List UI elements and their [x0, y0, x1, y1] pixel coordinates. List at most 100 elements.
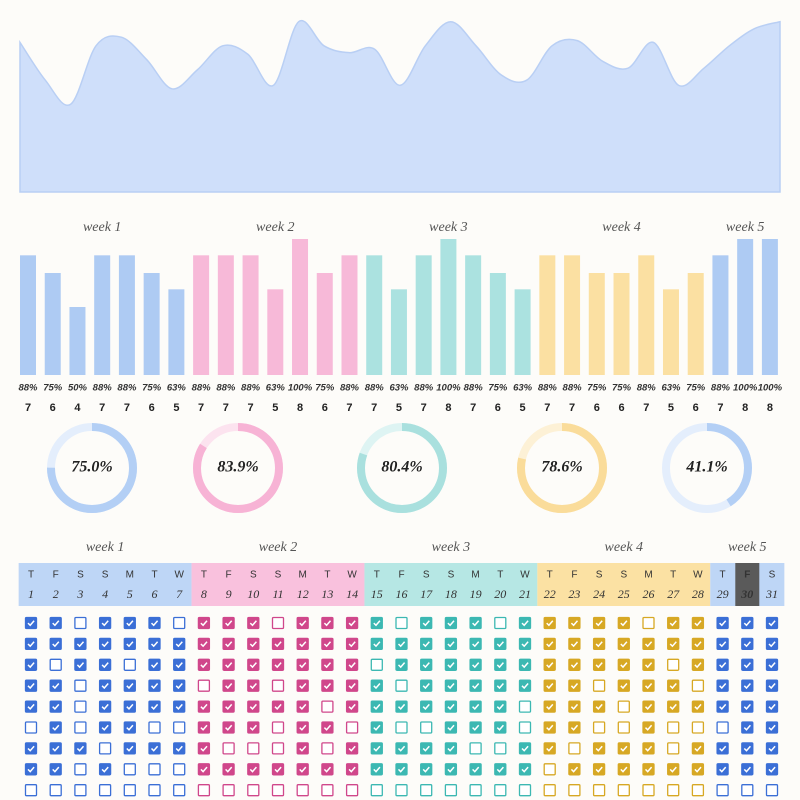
checkbox[interactable] — [518, 658, 532, 671]
checkbox[interactable] — [469, 700, 482, 713]
checkbox[interactable] — [592, 658, 606, 671]
checkbox[interactable] — [173, 784, 186, 797]
checkbox[interactable] — [247, 637, 260, 651]
checkbox[interactable] — [74, 658, 87, 671]
checkbox[interactable] — [271, 637, 285, 651]
checkbox[interactable] — [617, 700, 630, 713]
checkbox[interactable] — [370, 742, 383, 755]
checkbox[interactable] — [197, 637, 211, 651]
checkbox[interactable] — [173, 742, 186, 755]
checkbox[interactable] — [543, 742, 556, 755]
checkbox[interactable] — [642, 637, 655, 651]
checkbox[interactable] — [765, 763, 779, 776]
checkbox[interactable] — [271, 658, 285, 671]
checkbox[interactable] — [543, 616, 556, 630]
checkbox[interactable] — [123, 637, 136, 651]
checkbox[interactable] — [543, 700, 556, 713]
checkbox[interactable] — [444, 616, 458, 630]
checkbox[interactable] — [642, 721, 655, 734]
checkbox[interactable] — [667, 700, 680, 713]
checkbox[interactable] — [49, 784, 62, 797]
checkbox[interactable] — [148, 658, 161, 671]
checkbox[interactable] — [247, 616, 260, 630]
checkbox[interactable] — [617, 763, 630, 776]
checkbox[interactable] — [543, 679, 556, 692]
checkbox[interactable] — [469, 658, 482, 671]
checkbox[interactable] — [74, 784, 87, 797]
checkbox[interactable] — [123, 721, 136, 734]
checkbox[interactable] — [420, 658, 433, 671]
checkbox[interactable] — [197, 658, 211, 671]
checkbox[interactable] — [24, 616, 38, 630]
checkbox[interactable] — [518, 637, 532, 651]
checkbox[interactable] — [444, 637, 458, 651]
checkbox[interactable] — [642, 616, 655, 630]
checkbox[interactable] — [568, 742, 581, 755]
checkbox[interactable] — [24, 763, 38, 776]
checkbox[interactable] — [469, 616, 482, 630]
checkbox[interactable] — [321, 700, 334, 713]
checkbox[interactable] — [370, 721, 383, 734]
checkbox[interactable] — [469, 721, 482, 734]
checkbox[interactable] — [716, 721, 729, 734]
checkbox[interactable] — [173, 637, 186, 651]
checkbox[interactable] — [74, 763, 87, 776]
checkbox[interactable] — [420, 637, 433, 651]
checkbox[interactable] — [247, 763, 260, 776]
checkbox[interactable] — [667, 637, 680, 651]
checkbox[interactable] — [24, 742, 38, 755]
checkbox[interactable] — [592, 637, 606, 651]
checkbox[interactable] — [667, 616, 680, 630]
checkbox[interactable] — [345, 763, 359, 776]
checkbox[interactable] — [568, 637, 581, 651]
checkbox[interactable] — [271, 700, 285, 713]
checkbox[interactable] — [667, 742, 680, 755]
checkbox[interactable] — [345, 679, 359, 692]
checkbox[interactable] — [98, 658, 112, 671]
checkbox[interactable] — [765, 700, 779, 713]
checkbox[interactable] — [74, 721, 87, 734]
checkbox[interactable] — [74, 742, 87, 755]
checkbox[interactable] — [469, 763, 482, 776]
checkbox[interactable] — [222, 700, 235, 713]
checkbox[interactable] — [568, 784, 581, 797]
checkbox[interactable] — [370, 679, 383, 692]
checkbox[interactable] — [222, 784, 235, 797]
checkbox[interactable] — [49, 763, 62, 776]
checkbox[interactable] — [345, 784, 359, 797]
checkbox[interactable] — [24, 637, 38, 651]
checkbox[interactable] — [716, 742, 729, 755]
checkbox[interactable] — [592, 742, 606, 755]
checkbox[interactable] — [222, 763, 235, 776]
checkbox[interactable] — [247, 721, 260, 734]
checkbox[interactable] — [296, 721, 309, 734]
checkbox[interactable] — [148, 721, 161, 734]
checkbox[interactable] — [296, 637, 309, 651]
checkbox[interactable] — [222, 742, 235, 755]
checkbox[interactable] — [370, 616, 383, 630]
checkbox[interactable] — [24, 679, 38, 692]
checkbox[interactable] — [667, 721, 680, 734]
checkbox[interactable] — [420, 763, 433, 776]
checkbox[interactable] — [98, 637, 112, 651]
checkbox[interactable] — [49, 637, 62, 651]
checkbox[interactable] — [568, 700, 581, 713]
checkbox[interactable] — [123, 700, 136, 713]
checkbox[interactable] — [518, 784, 532, 797]
checkbox[interactable] — [444, 700, 458, 713]
checkbox[interactable] — [518, 679, 532, 692]
checkbox[interactable] — [568, 679, 581, 692]
checkbox[interactable] — [592, 700, 606, 713]
checkbox[interactable] — [617, 637, 630, 651]
checkbox[interactable] — [197, 763, 211, 776]
checkbox[interactable] — [716, 658, 729, 671]
checkbox[interactable] — [247, 742, 260, 755]
checkbox[interactable] — [716, 700, 729, 713]
checkbox[interactable] — [494, 763, 507, 776]
checkbox[interactable] — [765, 616, 779, 630]
checkbox[interactable] — [271, 784, 285, 797]
checkbox[interactable] — [691, 784, 705, 797]
checkbox[interactable] — [271, 721, 285, 734]
checkbox[interactable] — [345, 658, 359, 671]
checkbox[interactable] — [444, 763, 458, 776]
